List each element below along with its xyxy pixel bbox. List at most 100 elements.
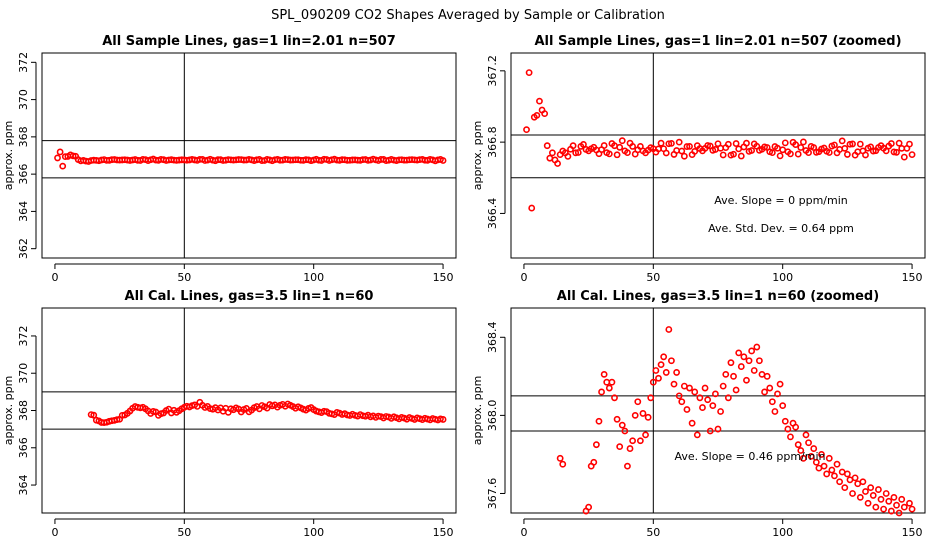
data-point	[825, 149, 833, 156]
data-point	[887, 507, 895, 515]
data-point	[631, 411, 639, 419]
data-point	[753, 343, 761, 351]
plot-frame	[41, 52, 457, 259]
data-point	[688, 419, 696, 427]
data-point	[662, 369, 670, 376]
data-point	[543, 142, 551, 150]
data-point	[882, 490, 890, 497]
y-tick-label: 364	[17, 201, 30, 222]
data-point	[722, 370, 730, 378]
data-point	[439, 157, 447, 164]
data-point	[774, 390, 781, 398]
data-point	[113, 416, 121, 424]
data-point	[533, 111, 541, 119]
x-tick-label: 150	[433, 526, 454, 539]
annotation: Ave. Slope = 0 ppm/min	[714, 194, 848, 207]
data-point	[541, 110, 549, 118]
data-point	[735, 349, 743, 357]
data-point	[856, 493, 864, 501]
data-point	[895, 139, 903, 147]
data-point	[624, 462, 631, 470]
data-point	[779, 402, 787, 410]
panel-sample-lines: All Sample Lines, gas=1 lin=2.01 n=507 a…	[2, 34, 457, 284]
y-tick-label: 366.4	[486, 198, 499, 230]
data-point	[624, 149, 631, 157]
data-point	[611, 394, 618, 402]
data-point	[900, 153, 908, 161]
data-point	[908, 505, 916, 513]
panel-title: All Sample Lines, gas=1 lin=2.01 n=507 (…	[534, 34, 901, 49]
data-point	[768, 149, 776, 157]
panel-title: All Sample Lines, gas=1 lin=2.01 n=507	[102, 34, 396, 49]
data-point	[590, 458, 598, 466]
data-point	[673, 369, 680, 376]
data-point	[639, 410, 647, 417]
data-point	[699, 404, 706, 411]
data-point	[54, 154, 61, 162]
data-point	[763, 372, 771, 380]
data-point	[743, 139, 750, 147]
data-point	[880, 505, 887, 513]
data-point	[787, 150, 794, 158]
data-point	[730, 372, 737, 380]
data-point	[851, 474, 859, 482]
data-point	[828, 466, 836, 474]
data-point	[862, 488, 869, 495]
data-point	[872, 503, 880, 511]
data-point	[719, 382, 727, 390]
data-point	[750, 367, 758, 374]
data-point	[523, 126, 530, 134]
data-point	[781, 417, 789, 425]
x-tick-label: 150	[902, 271, 923, 284]
data-point	[805, 149, 812, 157]
data-point	[712, 390, 719, 398]
data-point	[613, 151, 621, 159]
y-tick-label: 370	[17, 89, 30, 110]
data-point	[724, 394, 732, 402]
data-point	[439, 416, 447, 423]
y-tick-label: 368	[17, 400, 30, 421]
data-point	[831, 141, 838, 149]
data-point	[771, 408, 779, 415]
data-point	[869, 147, 877, 155]
data-point	[906, 499, 913, 507]
y-tick-label: 366.8	[486, 126, 499, 158]
data-point	[549, 149, 556, 157]
data-point	[717, 408, 724, 415]
data-point	[766, 384, 774, 392]
data-point	[761, 388, 768, 396]
data-point	[701, 384, 709, 392]
x-tick-label: 50	[177, 526, 191, 539]
data-point	[831, 472, 838, 480]
data-point	[825, 454, 833, 462]
data-point	[787, 433, 794, 441]
data-point	[810, 445, 818, 452]
data-point	[647, 394, 655, 402]
x-tick-label: 50	[646, 526, 660, 539]
data-point	[732, 140, 740, 147]
data-point	[846, 140, 854, 148]
data-point	[737, 152, 745, 160]
y-tick-label: 368.4	[486, 322, 499, 354]
data-point	[629, 437, 637, 445]
data-point	[838, 137, 846, 145]
data-point	[776, 152, 784, 160]
data-point	[683, 143, 691, 150]
y-axis-label: approx. ppm	[2, 121, 15, 191]
data-point	[652, 367, 660, 374]
data-point	[890, 148, 898, 156]
data-point	[799, 454, 807, 462]
data-point	[626, 445, 634, 452]
data-point	[621, 427, 629, 435]
data-point	[843, 151, 851, 158]
data-point	[743, 376, 750, 384]
data-point	[636, 437, 644, 445]
data-point	[885, 497, 893, 505]
data-point	[556, 454, 564, 462]
data-point	[812, 458, 820, 466]
x-tick-label: 0	[520, 526, 527, 539]
data-point	[877, 495, 885, 503]
plot-frame	[510, 307, 926, 514]
data-point	[864, 499, 872, 507]
x-tick-label: 50	[646, 271, 660, 284]
